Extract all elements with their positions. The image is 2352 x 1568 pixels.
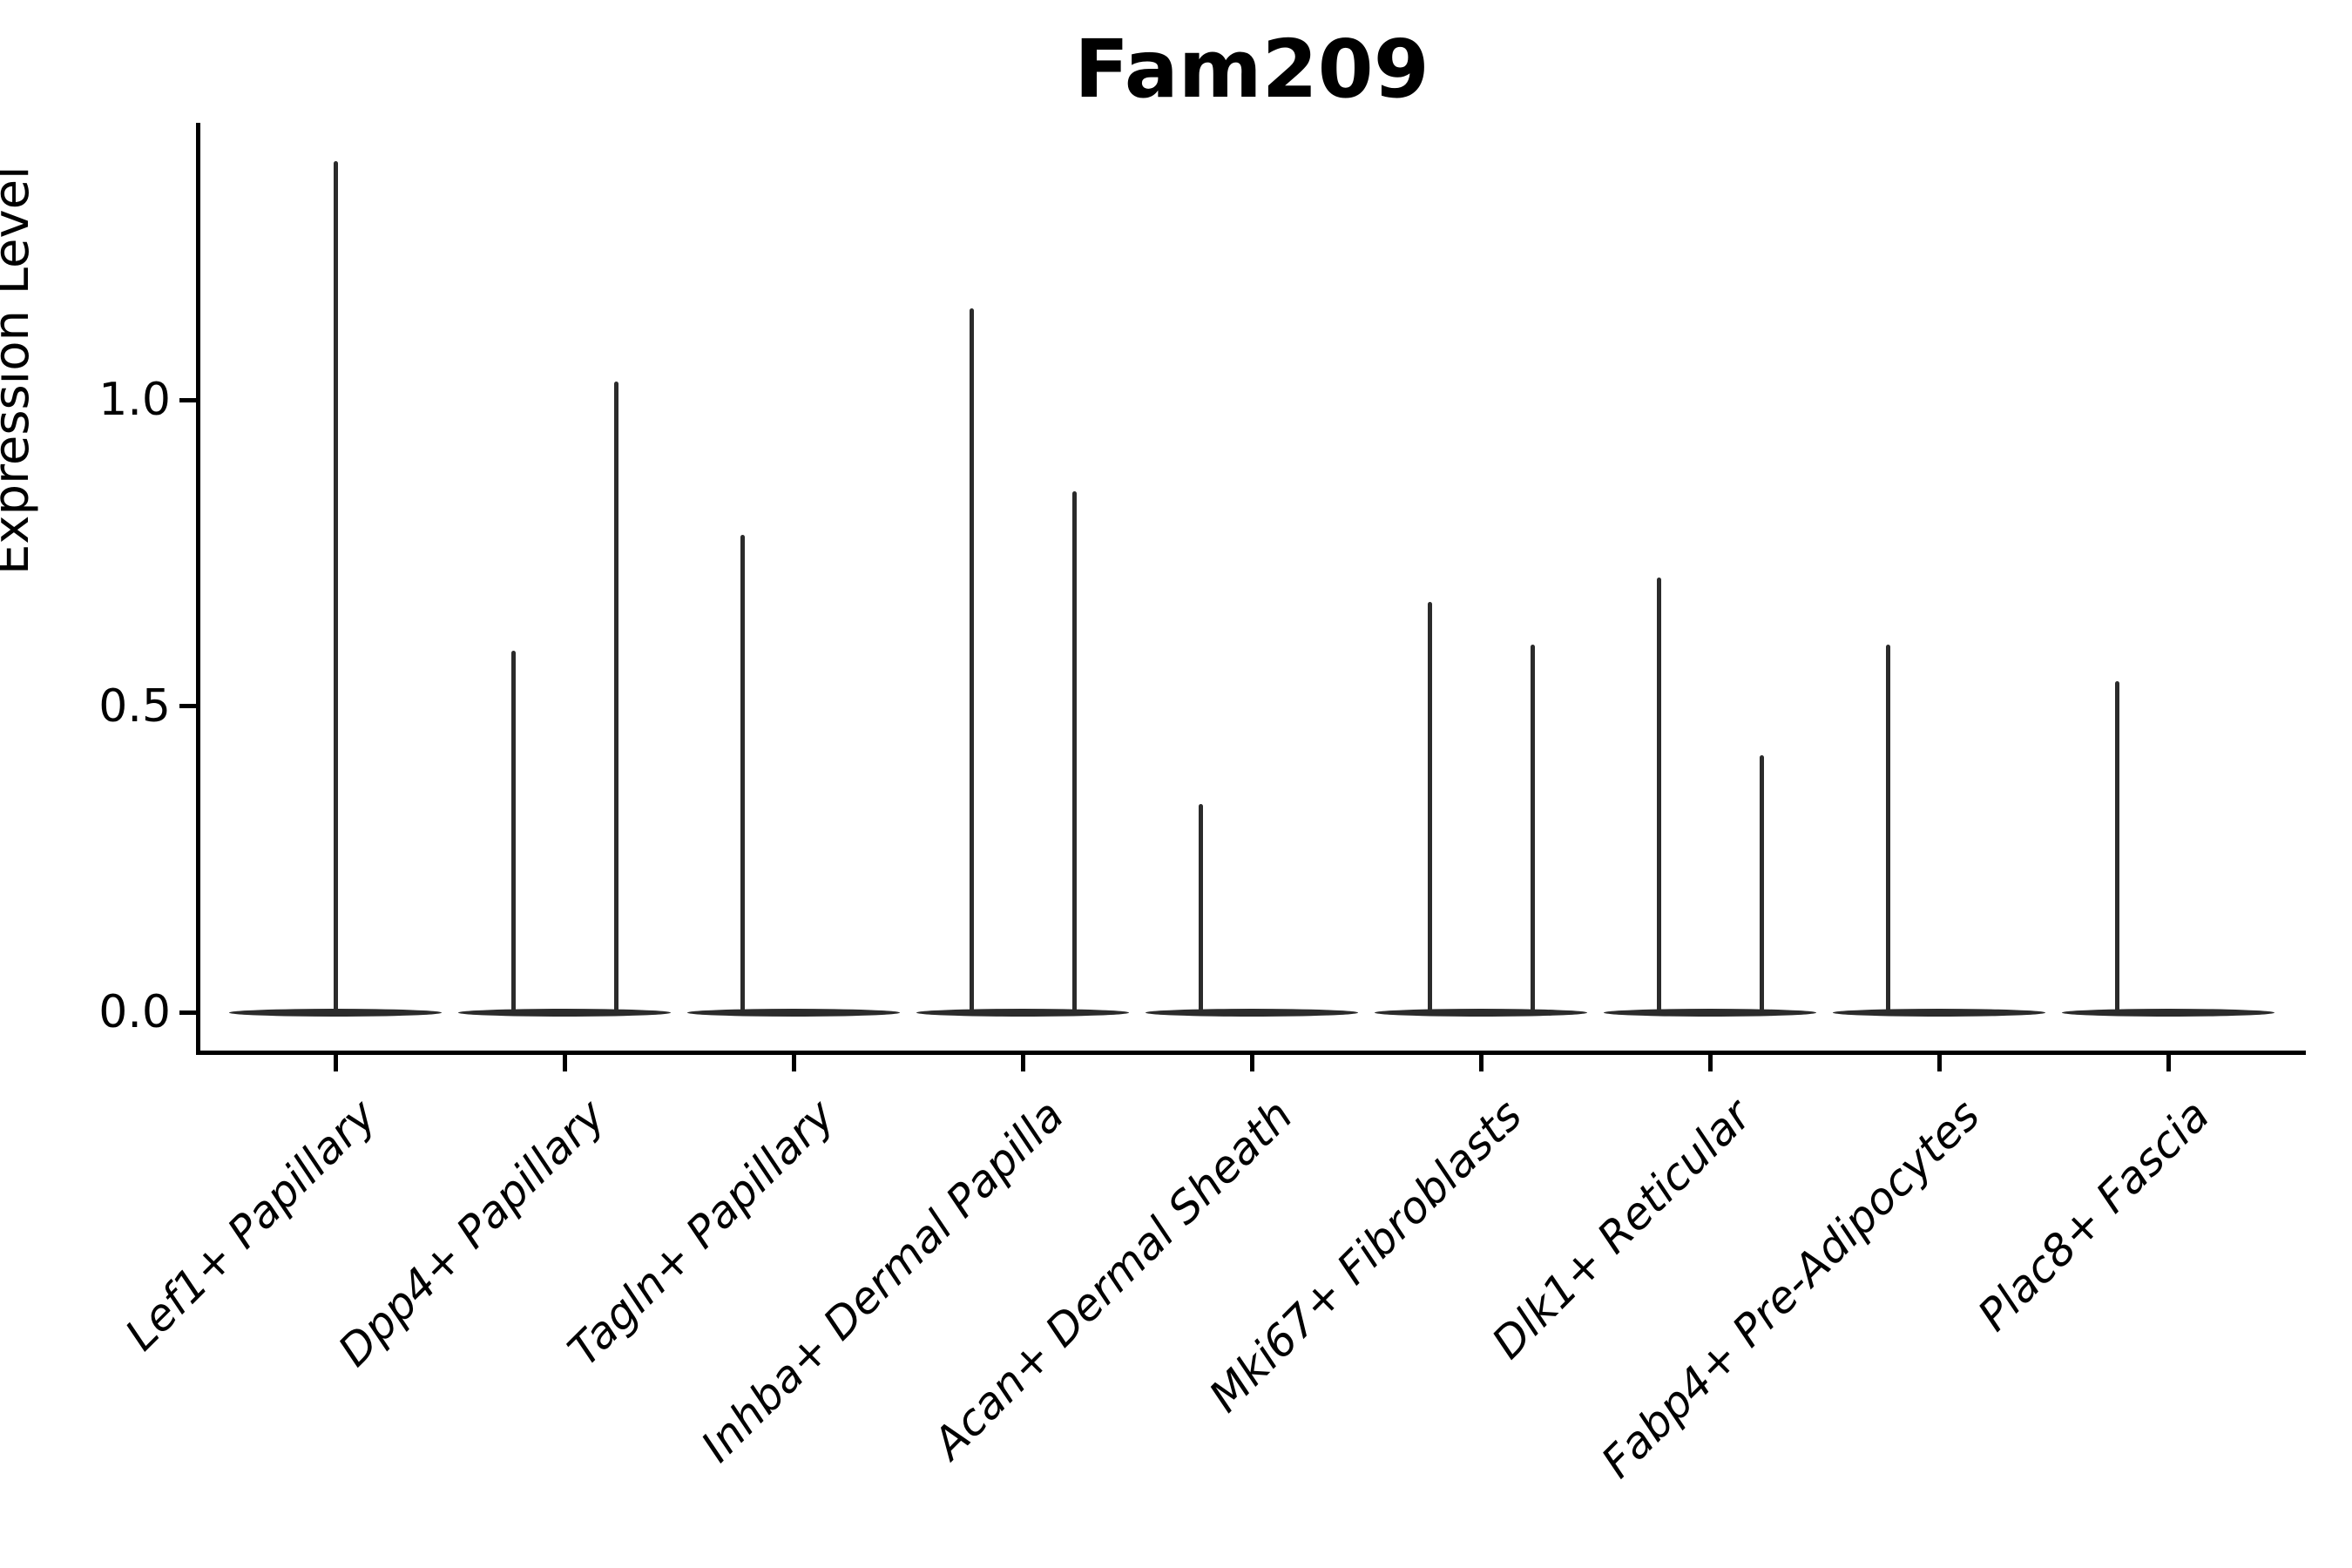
x-tick <box>562 1055 567 1071</box>
violin-spike <box>1885 645 1890 1014</box>
violin-baseline <box>2062 1008 2274 1017</box>
plot-title: Fam209 <box>1074 23 1429 116</box>
x-tick <box>1020 1055 1025 1071</box>
violin-baseline <box>1146 1008 1358 1017</box>
violin-spike <box>333 160 338 1014</box>
x-tick <box>333 1055 338 1071</box>
y-tick-label: 1.0 <box>98 374 171 426</box>
x-tick <box>791 1055 796 1071</box>
x-tick <box>2166 1055 2171 1071</box>
y-tick <box>179 1010 196 1015</box>
violin-baseline <box>687 1008 900 1017</box>
violin-spike <box>613 381 618 1014</box>
y-tick <box>179 397 196 402</box>
y-tick-label: 0.5 <box>98 679 171 733</box>
y-axis-spine <box>196 123 200 1055</box>
x-tick <box>1478 1055 1484 1071</box>
x-tick-label: Lef1+ Papillary <box>115 1090 387 1361</box>
x-tick <box>1249 1055 1254 1071</box>
violin-spike <box>1530 645 1535 1014</box>
violin-baseline <box>1604 1008 1816 1017</box>
violin-baseline <box>1833 1008 2045 1017</box>
y-tick-label: 0.0 <box>98 986 171 1038</box>
violin-spike <box>1759 754 1764 1014</box>
violin-spike <box>740 534 745 1014</box>
y-tick <box>179 704 196 708</box>
x-tick <box>1707 1055 1713 1071</box>
x-tick-label: Plac8+ Fascia <box>1968 1090 2220 1342</box>
violin-baseline <box>458 1008 671 1017</box>
violin-spike <box>1071 491 1077 1014</box>
violin-spike <box>510 651 516 1014</box>
violin-baseline <box>1375 1008 1587 1017</box>
violin-baseline <box>916 1008 1129 1017</box>
violin-spike <box>2114 681 2119 1014</box>
violin-spike <box>1198 803 1203 1014</box>
x-axis-spine <box>196 1051 2306 1055</box>
x-tick-label: Fabp4+ Pre-Adipocytes <box>1592 1090 1990 1488</box>
y-axis-label: Expression Level <box>0 166 40 575</box>
x-tick <box>1936 1055 1942 1071</box>
violin-spike <box>1427 601 1432 1014</box>
violin-spike <box>1656 577 1661 1014</box>
violin-spike <box>969 308 974 1014</box>
